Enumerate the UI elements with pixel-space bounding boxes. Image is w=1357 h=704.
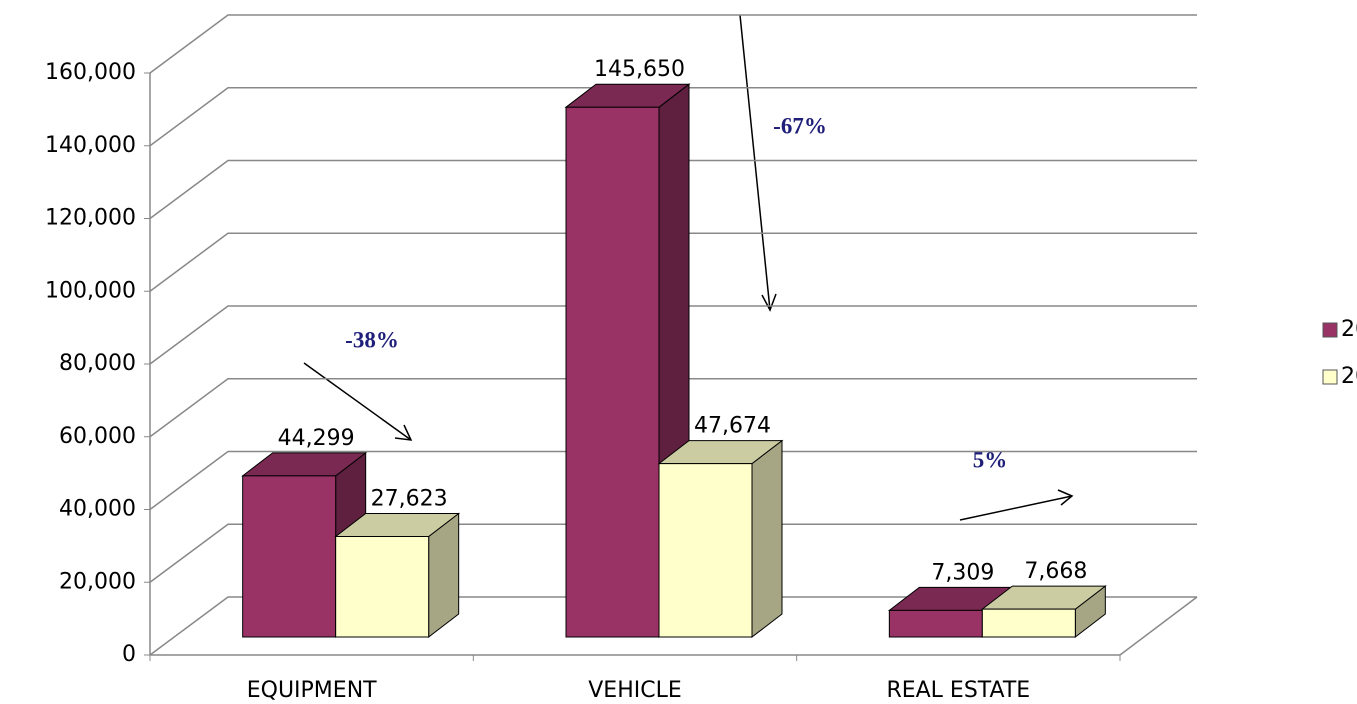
annotation: -67% [773, 113, 827, 138]
bar-front [658, 463, 753, 638]
x-tick-label: VEHICLE [588, 678, 682, 703]
data-label: 27,623 [371, 487, 448, 512]
y-tick-label: 40,000 [59, 497, 136, 522]
y-tick-label: 160,000 [45, 60, 136, 85]
grid-line [149, 87, 1197, 147]
data-label: 7,668 [1024, 559, 1087, 584]
x-tick-label: EQUIPMENT [247, 678, 377, 703]
grid-line [149, 450, 1197, 511]
y-tick-label: 20,000 [59, 569, 136, 594]
bar [980, 585, 1107, 639]
data-label: 47,674 [694, 414, 771, 439]
bar-front [242, 475, 337, 638]
legend-swatch [1322, 322, 1338, 338]
grid-line [149, 378, 1197, 438]
data-label: 44,299 [278, 426, 355, 451]
bar-front [888, 609, 983, 638]
bar [657, 439, 784, 639]
grid-line [149, 232, 1197, 292]
grid-line [149, 159, 1197, 220]
x-tick-label: REAL ESTATE [886, 678, 1030, 703]
y-tick-label: 60,000 [59, 424, 136, 449]
y-tick-label: 0 [122, 642, 136, 667]
y-tick-label: 100,000 [45, 278, 136, 303]
bar-front [335, 536, 430, 638]
arrows [303, 14, 1074, 521]
legend-label: 2011 [1341, 364, 1357, 389]
grid-line [149, 523, 1197, 583]
bar [334, 512, 461, 639]
bar-side [751, 439, 783, 639]
y-tick-label: 80,000 [59, 351, 136, 376]
grid-line [149, 305, 1197, 365]
data-label: 145,650 [594, 57, 685, 82]
bar-front [565, 106, 660, 638]
y-tick-label: 120,000 [45, 206, 136, 231]
grid-line [149, 596, 1197, 656]
legend-label: 2010 [1341, 317, 1357, 342]
bar-front [981, 608, 1076, 638]
legend-swatch [1322, 369, 1338, 385]
data-label: 7,309 [931, 560, 994, 585]
y-tick-label: 140,000 [45, 133, 136, 158]
grid-line [149, 14, 1197, 74]
annotation: -38% [345, 327, 399, 352]
